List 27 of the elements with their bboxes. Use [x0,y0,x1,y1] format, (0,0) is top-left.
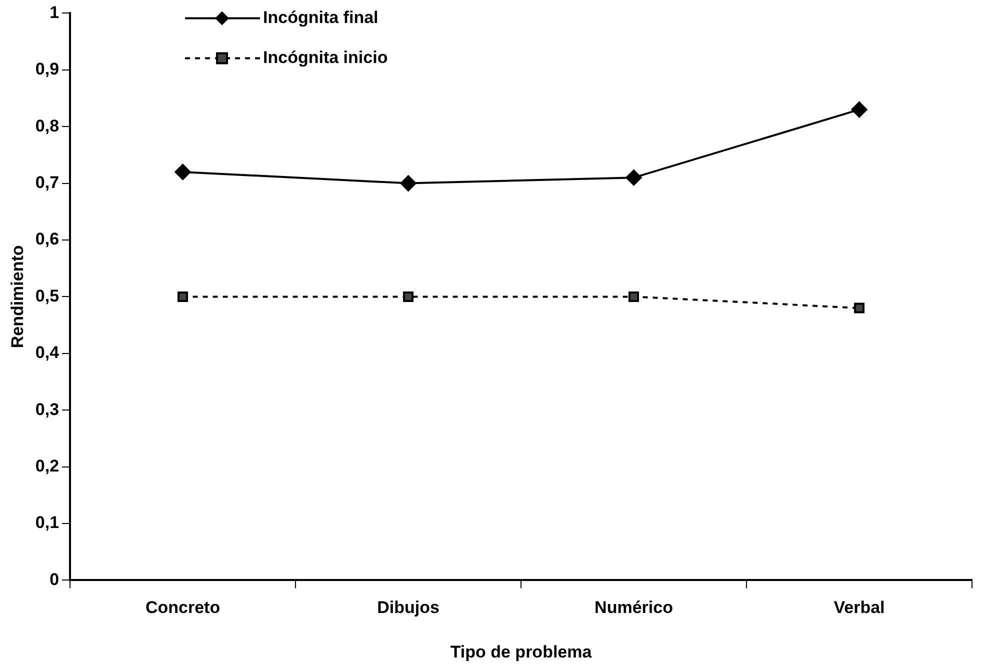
y-axis-title: Rendimiento [8,245,27,348]
y-tick-label: 0,5 [35,286,60,306]
point [854,302,864,314]
y-tick-label: 0 [50,570,60,589]
y-tick-label: 0,3 [35,400,60,419]
x-tick-label: Numérico [594,598,673,618]
x-axis-title: Tipo de problema [450,642,592,662]
y-tick-label: 1 [50,2,60,22]
legend-label: Incógnita final [263,8,378,27]
x-tick-label: Verbal [834,598,885,618]
y-tick-label: 0,8 [35,116,60,136]
point [628,291,640,302]
y-tick-label: 0,2 [35,456,60,476]
y-tick-label: 0,7 [35,172,60,192]
x-tick-label: Concreto [145,598,220,618]
point [403,291,414,302]
x-tick-label: Dibujos [377,598,440,618]
point [178,291,188,302]
legend-label: Incógnita inicio [263,48,388,67]
point [400,175,416,192]
y-tick-label: 0,4 [35,343,60,362]
y-tick-label: 0,9 [35,60,60,79]
point [851,102,868,118]
y-tick-label: 0,6 [35,230,60,249]
point [174,164,191,180]
point [626,170,642,186]
y-tick-label: 0,1 [35,513,60,532]
